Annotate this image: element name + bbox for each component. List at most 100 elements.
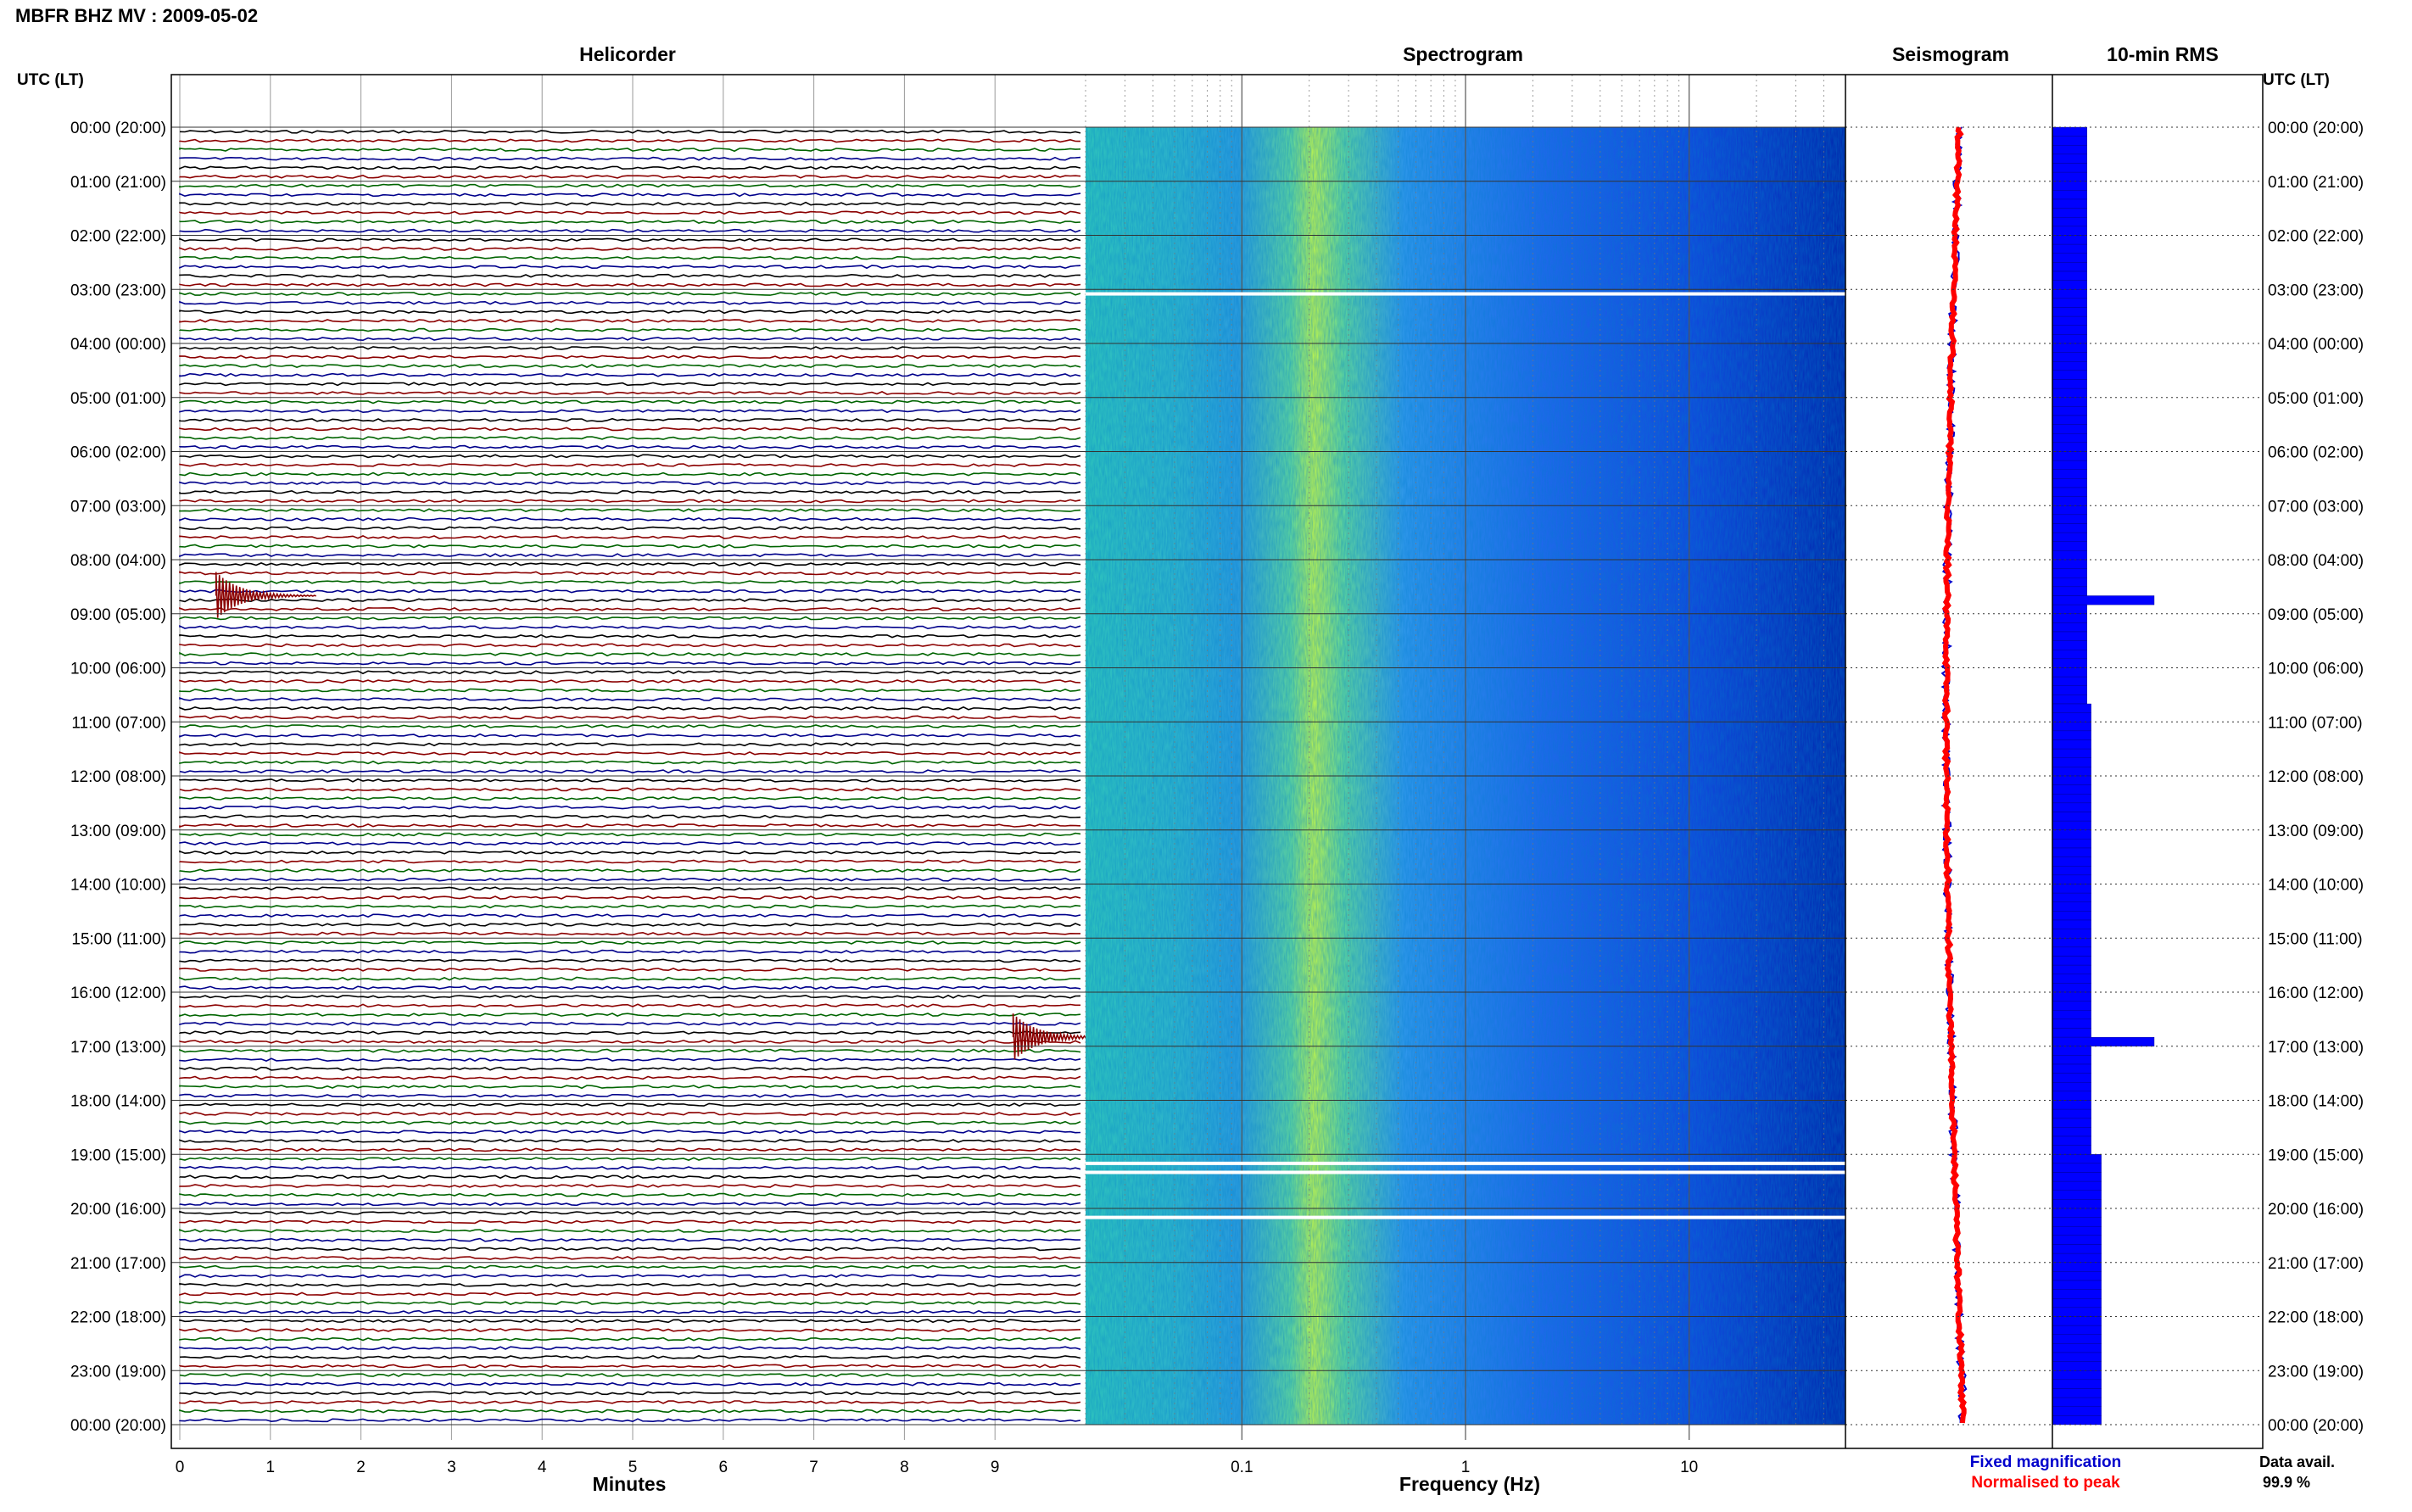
- helicorder-trace: [179, 354, 1081, 360]
- helicorder-trace: [179, 949, 1081, 954]
- rms-bar: [2052, 1235, 2102, 1245]
- helicorder-trace: [179, 409, 1081, 414]
- time-label-left: 07:00 (03:00): [70, 498, 166, 516]
- time-label-right: 02:00 (22:00): [2268, 228, 2364, 246]
- rms-bar: [2052, 487, 2087, 497]
- helicorder-trace: [179, 877, 1081, 882]
- rms-bar: [2052, 568, 2087, 578]
- seismogram-panel: [1940, 126, 1968, 1424]
- helicorder-trace: [179, 688, 1081, 693]
- time-label-right: 18:00 (14:00): [2268, 1093, 2364, 1111]
- time-label-right: 21:00 (17:00): [2268, 1255, 2364, 1273]
- helicorder-trace: [179, 616, 1081, 621]
- rms-bar: [2052, 1307, 2102, 1317]
- time-label-right: 15:00 (11:00): [2268, 930, 2363, 948]
- helicorder-trace: [179, 535, 1081, 539]
- rms-bar: [2052, 1253, 2102, 1263]
- rms-bar: [2052, 315, 2087, 326]
- helicorder-trace: [179, 1013, 1081, 1018]
- rms-bar: [2052, 334, 2087, 344]
- time-label-right: 06:00 (02:00): [2268, 444, 2364, 462]
- rms-bar: [2052, 505, 2087, 516]
- rms-bar: [2052, 1325, 2102, 1335]
- helicorder-trace: [179, 922, 1081, 927]
- time-label-left: 16:00 (12:00): [70, 985, 166, 1002]
- helicorder-trace: [179, 237, 1081, 243]
- helicorder-trace: [179, 624, 1081, 630]
- rms-bar: [2052, 343, 2087, 353]
- rms-bar: [2052, 919, 2091, 929]
- rms-bar: [2052, 514, 2087, 524]
- helicorder-trace: [179, 805, 1081, 810]
- rms-bar: [2052, 874, 2091, 884]
- helicorder-trace: [179, 913, 1081, 918]
- helicorder-trace: [179, 327, 1081, 332]
- rms-bar: [2052, 523, 2087, 533]
- rms-bar: [2052, 496, 2087, 506]
- time-label-right: 03:00 (23:00): [2268, 282, 2364, 299]
- rms-bar: [2052, 866, 2091, 876]
- rms-bar: [2052, 631, 2087, 641]
- rms-bar: [2052, 451, 2087, 461]
- helicorder-trace: [179, 489, 1081, 494]
- rms-bar: [2052, 739, 2091, 750]
- rms-bar: [2052, 190, 2087, 200]
- rms-bar: [2052, 145, 2087, 155]
- helicorder-trace: [179, 156, 1081, 161]
- time-label-right: 12:00 (08:00): [2268, 768, 2364, 786]
- time-label-right: 00:00 (20:00): [2268, 120, 2364, 137]
- time-label-right: 08:00 (04:00): [2268, 552, 2364, 570]
- rms-bar: [2052, 956, 2091, 966]
- helicorder-trace: [179, 1202, 1081, 1207]
- rms-bar: [2052, 370, 2087, 380]
- rms-panel: [2052, 126, 2155, 1426]
- helicorder-trace: [179, 1102, 1081, 1107]
- rms-bar: [2052, 424, 2087, 434]
- time-label-left: 03:00 (23:00): [70, 282, 166, 299]
- helicorder-trace: [179, 1418, 1081, 1423]
- time-label-left: 22:00 (18:00): [70, 1309, 166, 1327]
- minute-tick-label: 5: [628, 1459, 638, 1476]
- time-label-right: 10:00 (06:00): [2268, 661, 2364, 678]
- time-label-right: 20:00 (16:00): [2268, 1201, 2364, 1219]
- helicorder-trace: [179, 210, 1081, 215]
- helicorder-trace: [179, 724, 1081, 728]
- rms-bar: [2052, 938, 2091, 948]
- rms-bar: [2052, 1036, 2155, 1046]
- time-label-right: 07:00 (03:00): [2268, 498, 2364, 516]
- time-label-left: 10:00 (06:00): [70, 661, 166, 678]
- legend-normalised-to-peak: Normalised to peak: [1971, 1474, 2120, 1492]
- rms-bar: [2052, 929, 2091, 939]
- helicorder-trace: [179, 364, 1081, 369]
- helicorder-trace: [179, 516, 1081, 522]
- helicorder-trace: [179, 247, 1080, 251]
- rms-bar: [2052, 1190, 2102, 1200]
- rms-bar: [2052, 1108, 2091, 1119]
- rms-bar: [2052, 1316, 2102, 1326]
- rms-title: 10-min RMS: [2107, 43, 2219, 65]
- rms-bar: [2052, 604, 2087, 614]
- rms-bar: [2052, 812, 2091, 822]
- helicorder-trace: [179, 444, 1081, 449]
- rms-bar: [2052, 280, 2087, 290]
- helicorder-trace: [179, 1256, 1081, 1260]
- time-labels: 00:00 (20:00) 00:00 (20:00) 01:00 (21:00) 0…: [70, 120, 2364, 1435]
- helicorder-trace: [179, 1247, 1081, 1252]
- seismogram-normalised-trace: [1941, 126, 1967, 1424]
- rms-bar: [2052, 541, 2087, 551]
- rms-bar: [2052, 1298, 2102, 1308]
- helicorder-trace: [179, 1066, 1081, 1071]
- helicorder-trace: [179, 310, 1081, 315]
- rms-bar: [2052, 1406, 2102, 1416]
- helicorder-trace: [179, 417, 1081, 422]
- rms-bar: [2052, 640, 2087, 650]
- minute-tick-label: 2: [356, 1459, 366, 1476]
- helicorder-trace: [179, 823, 1081, 829]
- helicorder-trace: [179, 1021, 1081, 1026]
- helicorder-trace: [179, 282, 1081, 287]
- helicorder-trace: [179, 1264, 1081, 1269]
- time-label-left: 19:00 (15:00): [70, 1147, 166, 1164]
- rms-bar: [2052, 226, 2087, 236]
- helicorder-trace: [179, 886, 1081, 891]
- rms-bar: [2052, 856, 2091, 867]
